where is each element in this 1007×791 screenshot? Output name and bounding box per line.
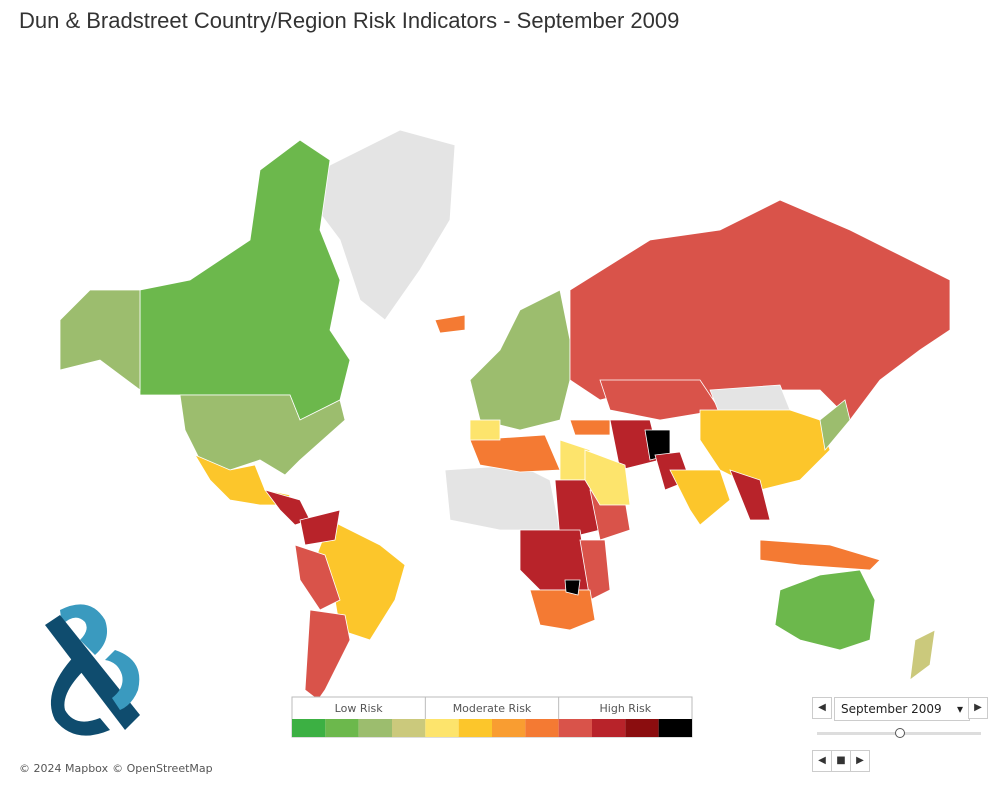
next-button[interactable]: ▶ — [968, 697, 988, 719]
legend-group-label: High Risk — [600, 702, 652, 715]
legend-swatch — [625, 719, 659, 737]
logo-part — [60, 604, 108, 655]
attribution-text: © 2024 Mapbox — [19, 762, 109, 775]
legend-swatch — [425, 719, 459, 737]
country — [469, 434, 561, 473]
country — [59, 289, 141, 391]
country — [819, 399, 851, 451]
country — [569, 419, 611, 436]
legend-group-label: Low Risk — [335, 702, 384, 715]
legend-swatch — [458, 719, 492, 737]
attribution-text: © OpenStreetMap — [112, 762, 213, 775]
country — [599, 379, 721, 421]
back-button[interactable]: ◀ — [812, 750, 832, 772]
legend-swatch — [325, 719, 359, 737]
country — [294, 544, 341, 611]
country — [909, 629, 936, 681]
legend-group-label: Moderate Risk — [453, 702, 532, 715]
country — [179, 394, 346, 476]
attribution: © 2024 Mapbox © OpenStreetMap — [19, 762, 217, 775]
stop-button[interactable]: ■ — [831, 750, 851, 772]
legend-swatch — [558, 719, 592, 737]
country — [529, 589, 596, 631]
slider-knob[interactable] — [895, 728, 905, 738]
title: Dun & Bradstreet Country/Region Risk Ind… — [19, 8, 680, 33]
countries — [59, 129, 951, 701]
country — [434, 314, 466, 334]
country — [759, 539, 881, 571]
legend-swatch — [358, 719, 392, 737]
country — [444, 464, 561, 531]
country — [729, 469, 771, 521]
period-dropdown[interactable]: September 2009 — [834, 697, 970, 721]
country — [469, 419, 501, 441]
logo-part — [105, 650, 140, 710]
logo — [45, 604, 140, 736]
country — [584, 449, 631, 506]
logo-part — [50, 650, 110, 736]
prev-button[interactable]: ◀ — [812, 697, 832, 719]
country — [579, 539, 611, 601]
legend-swatch — [292, 719, 326, 737]
country — [139, 139, 351, 421]
legend-swatch — [392, 719, 426, 737]
country — [699, 409, 831, 491]
play-button[interactable]: ▶ — [850, 750, 870, 772]
country — [669, 469, 731, 526]
country — [299, 509, 341, 546]
country — [774, 569, 876, 651]
legend-swatch — [592, 719, 626, 737]
country — [564, 579, 581, 596]
legend-swatch — [525, 719, 559, 737]
legend-swatch — [492, 719, 526, 737]
legend-swatch — [658, 719, 692, 737]
country — [469, 289, 571, 431]
legend: Low Risk Moderate Risk High Risk — [291, 696, 693, 738]
country — [309, 129, 456, 321]
country — [304, 609, 351, 701]
